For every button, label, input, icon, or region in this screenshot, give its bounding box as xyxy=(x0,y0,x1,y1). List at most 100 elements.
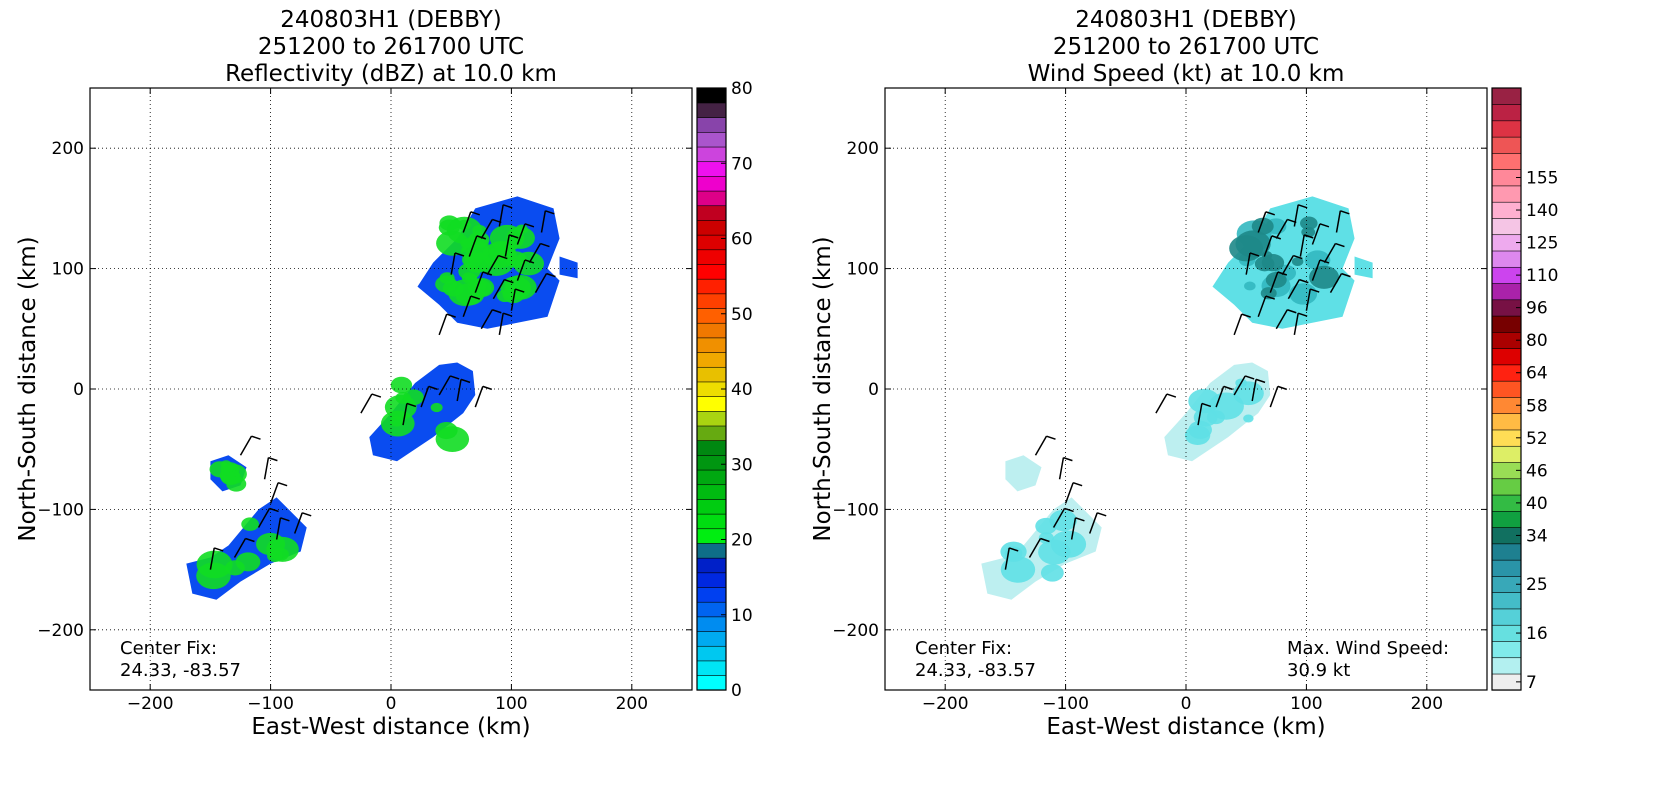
wind-barb xyxy=(456,379,462,402)
wind-barb-flag xyxy=(470,211,481,216)
y-axis-label: North-South distance (km) xyxy=(810,236,836,541)
wind-barb-flag xyxy=(545,210,555,215)
colorbar-tick-label: 155 xyxy=(1526,168,1558,188)
x-tick-label: 100 xyxy=(495,694,527,714)
wind-barb xyxy=(1004,547,1010,570)
wind-barb xyxy=(438,313,448,336)
wind-barb xyxy=(492,279,505,300)
wind-barb-flag xyxy=(1249,252,1260,257)
echo-cell-north-band xyxy=(439,272,455,284)
wind-barb xyxy=(468,235,478,257)
wind-barb xyxy=(1311,259,1321,281)
wind-barb-flag xyxy=(1309,288,1320,293)
wind-barb-flag xyxy=(1255,378,1266,384)
echo-cell-central-band xyxy=(430,402,443,413)
colorbar-swatch xyxy=(1491,592,1522,610)
colorbar-tick-label: 64 xyxy=(1526,364,1548,384)
wind-barb xyxy=(540,210,547,233)
wind-barb-flag xyxy=(502,204,513,209)
wind-barb-flag xyxy=(1244,375,1255,380)
wind-barb-flag xyxy=(1297,204,1308,209)
colorbar-swatch xyxy=(1491,315,1522,333)
wind-barb-flag xyxy=(245,537,255,543)
wind-barb-flag xyxy=(1040,537,1050,543)
colorbar-swatch xyxy=(1491,185,1522,203)
wind-barb-flag xyxy=(1075,517,1085,522)
echo-cell-central-band xyxy=(390,376,413,394)
echo-cell-north-band xyxy=(1229,235,1264,262)
echo-region-north-east-cell xyxy=(559,256,578,279)
wind-barb xyxy=(275,517,282,540)
echo-cell-north-band xyxy=(1300,216,1318,230)
wind-barb-flag xyxy=(1223,385,1233,391)
echo-region-central-band xyxy=(369,362,476,462)
wind-barb xyxy=(1257,211,1267,233)
wind-barb xyxy=(402,403,408,426)
wind-barb xyxy=(233,538,247,558)
y-tick-label: −200 xyxy=(832,621,879,641)
echo-cell-central-band xyxy=(435,421,458,440)
echo-cell-west-cell-b xyxy=(225,560,245,576)
wind-barb-flag xyxy=(1046,435,1056,440)
colorbar-swatch xyxy=(696,293,727,309)
wind-barb xyxy=(1070,517,1077,540)
colorbar-tick-label: 80 xyxy=(731,79,753,99)
wind-barb-flag xyxy=(1166,393,1177,398)
wind-barb-flag xyxy=(1340,210,1350,215)
annotation-text: 24.33, -83.57 xyxy=(120,660,241,681)
wind-barb-flag xyxy=(1201,402,1212,408)
wind-barb-flag xyxy=(508,234,519,239)
wind-barb-flag xyxy=(251,435,261,440)
colorbar-swatch xyxy=(696,219,727,236)
wind-barb xyxy=(257,508,271,528)
wind-barb xyxy=(1215,386,1225,408)
echo-cell-north-band xyxy=(488,240,516,261)
colorbar-swatch xyxy=(696,175,727,192)
wind-barb-flag xyxy=(280,517,290,522)
wind-barb xyxy=(1323,243,1337,263)
colorbar-tick-label: 40 xyxy=(1526,494,1548,514)
wind-barb-flag xyxy=(498,254,508,260)
annotation-text: Center Fix: xyxy=(120,638,217,659)
colorbar-swatch xyxy=(696,190,727,207)
wind-barb-flag xyxy=(406,402,417,408)
y-tick-label: 100 xyxy=(52,260,84,280)
wind-barb-flag xyxy=(460,378,471,384)
echo-cell-west-cell-b xyxy=(267,549,283,563)
echo-cell-central-band xyxy=(1184,425,1211,446)
wind-barb xyxy=(1028,538,1042,558)
colorbar-swatch xyxy=(696,660,727,676)
wind-barb-flag xyxy=(504,278,514,284)
wind-barb-flag xyxy=(476,235,487,240)
wind-barb xyxy=(480,309,493,330)
colorbar-swatch xyxy=(696,630,727,647)
colorbar-tick-label: 46 xyxy=(1526,461,1548,481)
wind-barb xyxy=(1233,375,1246,396)
colorbar-swatch xyxy=(1491,348,1522,366)
colorbar-tick-label: 20 xyxy=(731,531,753,551)
wind-barb-flag xyxy=(1287,309,1297,314)
wind-barb xyxy=(534,273,548,294)
colorbar-swatch xyxy=(1491,87,1522,105)
chart-title-line: 240803H1 (DEBBY) xyxy=(280,7,502,33)
colorbar-tick-label: 50 xyxy=(731,305,753,325)
echo-cell-central-band xyxy=(1206,410,1225,425)
wind-barb-flag xyxy=(371,393,382,398)
colorbar-swatch xyxy=(696,645,727,662)
wind-barb xyxy=(450,252,456,275)
wind-barb xyxy=(462,211,472,233)
wind-barb xyxy=(1281,255,1294,275)
wind-barb-flag xyxy=(524,223,535,228)
wind-barb xyxy=(480,219,493,239)
wind-barb-flag xyxy=(1265,211,1276,216)
echo-cell-west-cell-a xyxy=(226,476,247,492)
echo-cell-north-band xyxy=(471,279,487,292)
colorbar-tick-label: 110 xyxy=(1526,266,1558,286)
colorbar-swatch xyxy=(696,278,727,295)
wind-barb-flag xyxy=(1096,512,1107,517)
wind-barb xyxy=(504,234,510,257)
echo-cell-north-band xyxy=(1265,271,1287,289)
wind-barb-flag xyxy=(1299,278,1309,284)
wind-barb-flag xyxy=(1319,259,1330,264)
